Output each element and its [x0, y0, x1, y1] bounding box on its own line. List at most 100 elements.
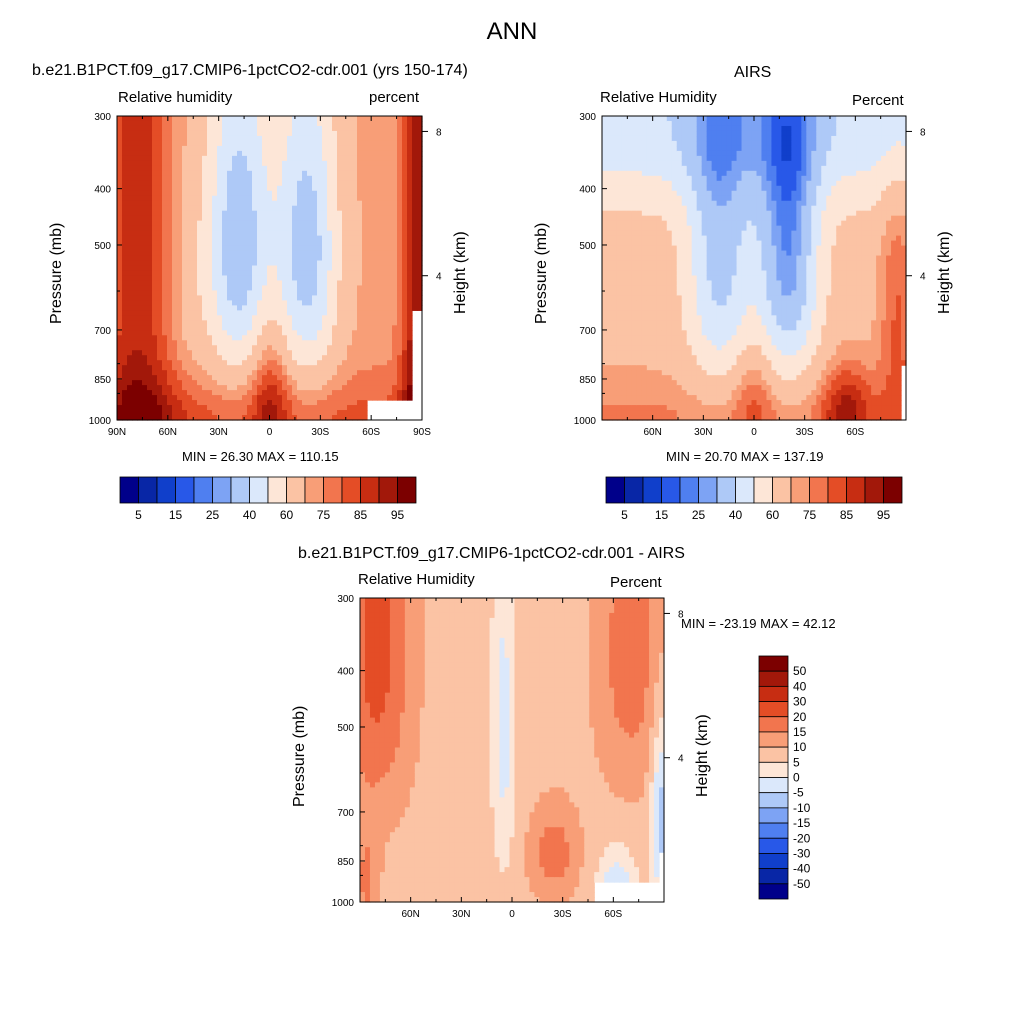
panel2-colorbar-label: 15 [655, 508, 669, 522]
panel1-x-tick-label: 60S [362, 427, 380, 438]
panel3-y-axis-title: Pressure (mb) [291, 705, 308, 807]
panel3-x-tick-label: 30S [554, 909, 572, 920]
panel2-x-tick-label: 0 [751, 427, 757, 438]
panel3-colorbar-box [758, 822, 789, 839]
panel2-colorbar-box [642, 476, 662, 504]
panel1-colorbar-box [249, 476, 269, 504]
panel3-colorbar-box [758, 761, 789, 778]
panel1-y-tick-label: 500 [94, 241, 111, 252]
panel2-min-max: MIN = 20.70 MAX = 137.19 [666, 449, 824, 464]
panel2-colorbar-box [827, 476, 847, 504]
panel2-colorbar-box [809, 476, 829, 504]
panel3-field [360, 598, 665, 903]
panel1-colorbar: 5 15 25 40 60 75 85 95 [119, 476, 417, 522]
panel3-units-label: Percent [610, 574, 662, 591]
panel1-colorbar-box [304, 476, 324, 504]
panel2-y2-tick-label: 4 [920, 272, 926, 283]
panel1-colorbar-box [212, 476, 232, 504]
panel3-colorbar-box [758, 731, 789, 748]
panel2-y-axis-title: Pressure (mb) [533, 222, 550, 324]
panel1-x-tick-label: 30S [311, 427, 329, 438]
panel2-colorbar-box [661, 476, 681, 504]
panel2-colorbar-label: 75 [803, 508, 817, 522]
panel2-colorbar-box [698, 476, 718, 504]
panel3-colorbar-box [758, 701, 789, 718]
panel2-colorbar-label: 5 [621, 508, 628, 522]
panel2-title: AIRS [734, 64, 772, 81]
panel1-colorbar-box [286, 476, 306, 504]
panel3-min-max: MIN = -23.19 MAX = 42.12 [681, 616, 836, 631]
panel1-title: b.e21.B1PCT.f09_g17.CMIP6-1pctCO2-cdr.00… [32, 62, 468, 79]
panel2-y2-axis-title: Height (km) [936, 231, 953, 314]
panel3-x-tick-label: 60S [604, 909, 622, 920]
panel2-x-tick-label: 30N [694, 427, 712, 438]
panel3-colorbar-box [758, 655, 789, 672]
panel1-colorbar-box [378, 476, 398, 504]
panel3-variable-label: Relative Humidity [358, 571, 475, 588]
panel2-y-tick-label: 400 [579, 185, 596, 196]
panel3-colorbar-label: 30 [793, 695, 807, 709]
panel3-y-tick-label: 1000 [332, 898, 355, 909]
panel1-colorbar-label: 60 [280, 508, 294, 522]
panel2-y-tick-label: 1000 [574, 416, 597, 427]
panel1-colorbar-box [138, 476, 158, 504]
panel1-colorbar-box [156, 476, 176, 504]
panel2-x-tick-label: 60S [846, 427, 864, 438]
panel2-y-tick-label: 500 [579, 241, 596, 252]
panel1-colorbar-label: 5 [135, 508, 142, 522]
panel3-colorbar-label: -50 [793, 877, 811, 891]
panel1-x-tick-label: 90S [413, 427, 431, 438]
panel3-y-tick-label: 500 [337, 723, 354, 734]
panel2-colorbar-box [735, 476, 755, 504]
panel3-colorbar-box [758, 792, 789, 809]
panel1-colorbar-box [323, 476, 343, 504]
panel2-colorbar-label: 60 [766, 508, 780, 522]
panel1-y-tick-label: 300 [94, 112, 111, 123]
panel1-y-tick-label: 400 [94, 185, 111, 196]
panel3-colorbar-label: 5 [793, 755, 800, 769]
panel2-y-tick-label: 300 [579, 112, 596, 123]
panel1-colorbar-label: 85 [354, 508, 368, 522]
panel3-colorbar-label: 0 [793, 771, 800, 785]
panel2-units-label: Percent [852, 92, 904, 109]
panel3-colorbar-label: -20 [793, 831, 811, 845]
panel1-colorbar-box [360, 476, 380, 504]
panel3-colorbar-box [758, 853, 789, 870]
panel3-y2-tick-label: 4 [678, 754, 684, 765]
panel1-colorbar-label: 15 [169, 508, 183, 522]
panel2-colorbar-box [846, 476, 866, 504]
main-title: ANN [486, 18, 538, 45]
panel1-y-tick-label: 700 [94, 326, 111, 337]
panel3-colorbar-box [758, 716, 789, 733]
panel1-colorbar-box [119, 476, 139, 504]
panel3-colorbar-box [758, 868, 789, 885]
panel3-colorbar-label: 15 [793, 725, 807, 739]
panel1-colorbar-box [193, 476, 213, 504]
panel3-y2-tick-label: 8 [678, 609, 684, 620]
panel3-y-tick-label: 700 [337, 808, 354, 819]
panel2-colorbar-box [772, 476, 792, 504]
panel3-colorbar-label: 20 [793, 710, 807, 724]
panel1-y-tick-label: 850 [94, 375, 111, 386]
panel1-x-tick-label: 30N [209, 427, 227, 438]
panel1-colorbar-box [175, 476, 195, 504]
panel1-variable-label: Relative humidity [118, 89, 233, 106]
panel3-y2-axis-title: Height (km) [694, 714, 711, 797]
panel1-field [117, 116, 423, 421]
panel1-colorbar-label: 25 [206, 508, 220, 522]
panel3-x-tick-label: 60N [401, 909, 419, 920]
panel3-colorbar-box [758, 807, 789, 824]
panel3-colorbar-box [758, 670, 789, 687]
panel2-colorbar-box [790, 476, 810, 504]
panel1-y2-tick-label: 8 [436, 127, 442, 138]
panel1-y2-tick-label: 4 [436, 272, 442, 283]
panel1-colorbar-label: 75 [317, 508, 331, 522]
panel2-colorbar-label: 25 [692, 508, 706, 522]
panel3-colorbar-label: -15 [793, 816, 811, 830]
panel2-colorbar-box [624, 476, 644, 504]
panel2-y-tick-label: 850 [579, 375, 596, 386]
panel1-units-label: percent [369, 89, 420, 106]
panel1-min-max: MIN = 26.30 MAX = 110.15 [182, 449, 339, 464]
panel3-colorbar-label: -30 [793, 846, 811, 860]
